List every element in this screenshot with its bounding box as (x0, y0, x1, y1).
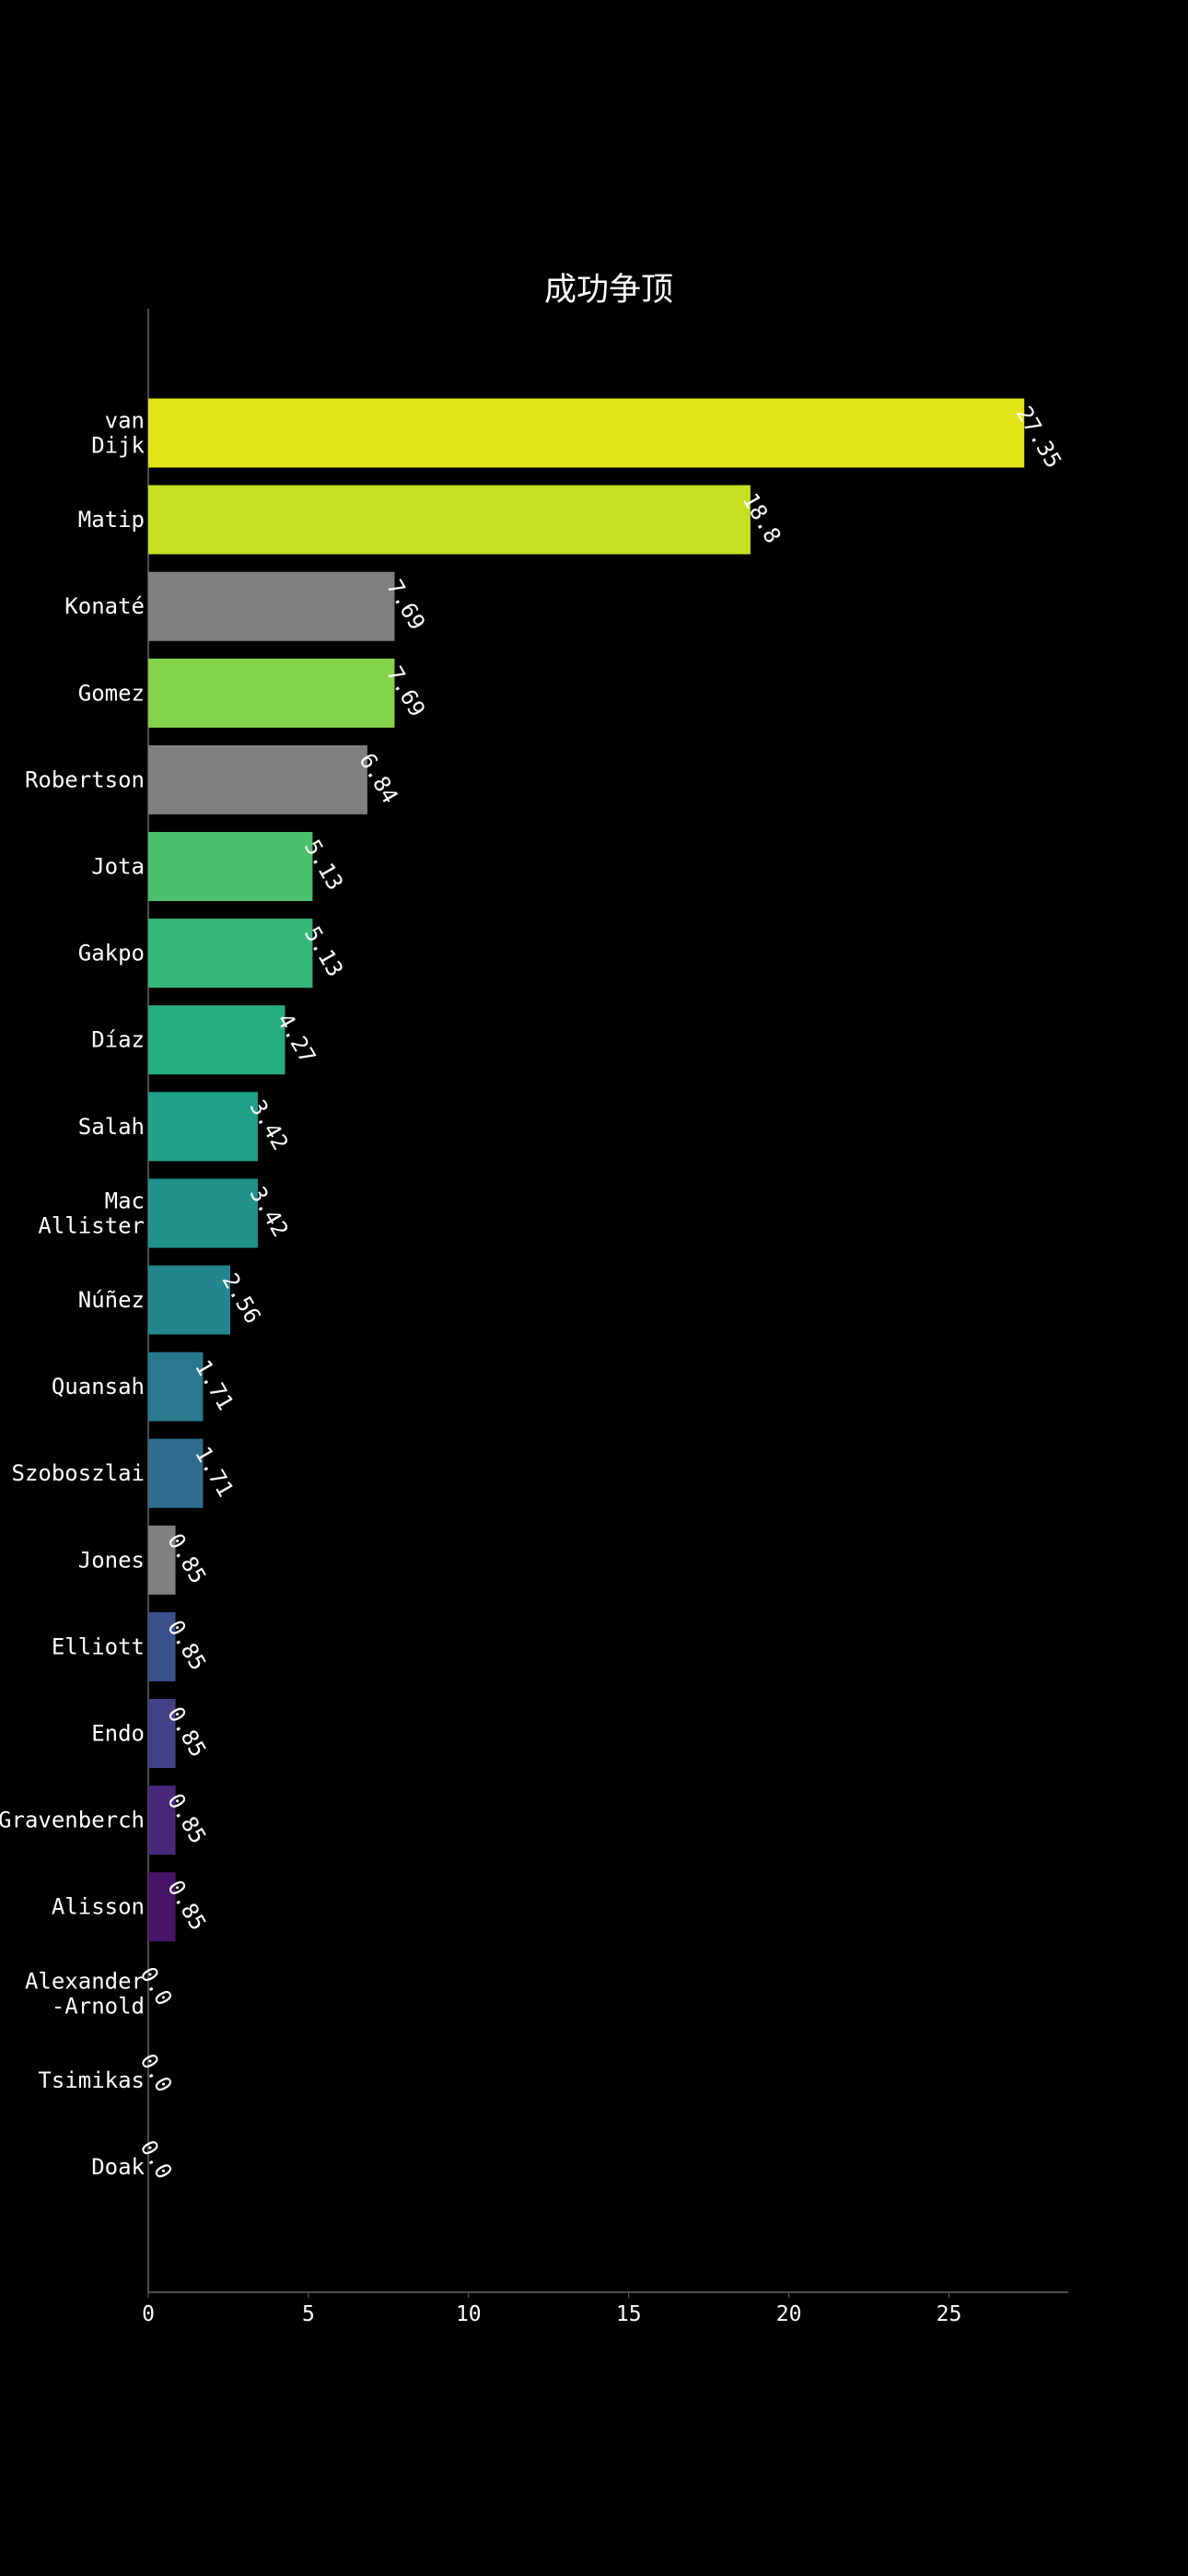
bars-group (148, 398, 1025, 1942)
category-label: Alexander -Arnold (25, 1968, 145, 2019)
bar (148, 1699, 176, 1768)
x-axis-ticks: 0 5 10 15 20 25 (142, 2292, 961, 2326)
bar (148, 1005, 285, 1075)
x-tick-label: 0 (142, 2302, 155, 2326)
category-label: Endo (91, 1721, 145, 1747)
bar (148, 1092, 258, 1162)
category-label: Doak (91, 2154, 145, 2180)
category-label: Elliott (52, 1633, 145, 1659)
bar (148, 1265, 231, 1335)
category-label: Salah (78, 1114, 145, 1140)
bar (148, 744, 367, 814)
category-label: Robertson (25, 767, 145, 792)
x-tick-label: 20 (776, 2302, 802, 2326)
category-label: Quansah (52, 1374, 145, 1399)
category-label: Gravenberch (0, 1808, 145, 1833)
category-label: Mac Allister (38, 1188, 145, 1238)
category-label: Alisson (52, 1894, 145, 1920)
category-label: Tsimikas (38, 2067, 145, 2093)
category-label: Núñez (78, 1287, 145, 1313)
bar (148, 832, 313, 901)
bar (148, 398, 1025, 468)
category-label: Jones (78, 1547, 145, 1573)
category-label: van Dijk (91, 408, 145, 459)
bar (148, 658, 395, 728)
x-tick-label: 10 (456, 2302, 482, 2326)
category-label: Matip (78, 507, 145, 533)
category-label: Jota (91, 854, 145, 880)
bar (148, 1786, 176, 1856)
bar (148, 1525, 176, 1595)
category-label: Díaz (91, 1027, 145, 1053)
x-tick-label: 15 (616, 2302, 642, 2326)
bar (148, 571, 395, 641)
bar (148, 1438, 204, 1508)
category-label: Szoboszlai (12, 1460, 146, 1486)
bar (148, 919, 313, 989)
x-tick-label: 5 (302, 2302, 315, 2326)
bar (148, 1352, 204, 1422)
bar (148, 485, 751, 555)
chart-title: 成功争顶 (543, 272, 673, 309)
bar (148, 1872, 176, 1942)
bar (148, 1611, 176, 1681)
category-label: Gakpo (78, 941, 145, 966)
category-label: Konaté (64, 593, 145, 619)
x-tick-label: 25 (937, 2302, 962, 2326)
category-label: Gomez (78, 680, 145, 706)
bar (148, 1178, 258, 1248)
category-labels-group: van Dijk Matip Konaté Gomez Robertson Jota Gakp… (0, 408, 146, 2181)
